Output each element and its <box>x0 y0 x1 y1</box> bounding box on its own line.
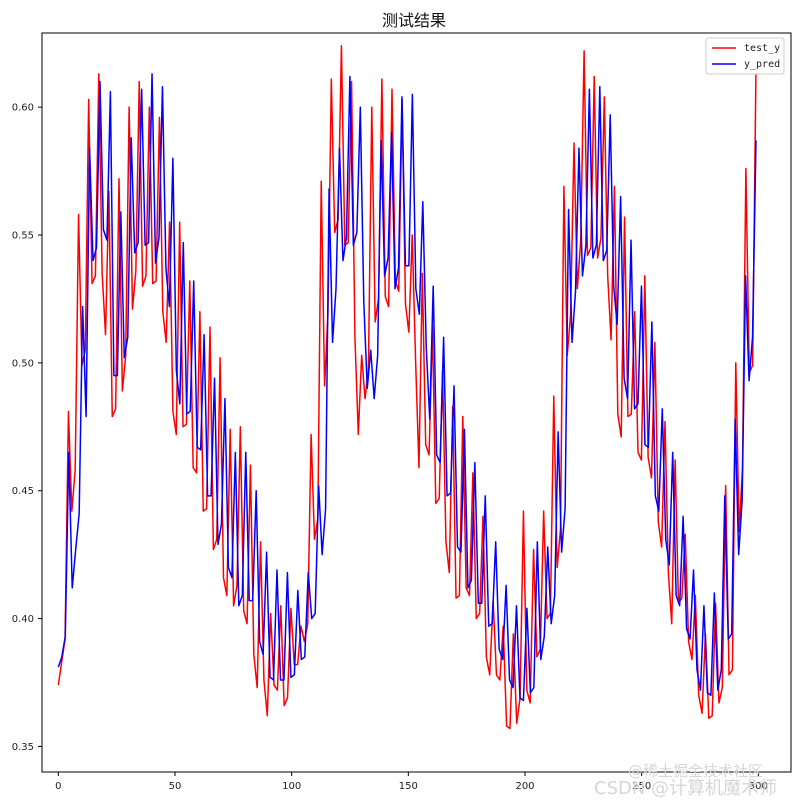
y-tick-label: 0.55 <box>12 231 34 242</box>
y-tick-label: 0.45 <box>12 486 34 497</box>
x-tick-label: 200 <box>515 781 534 792</box>
series-line-test-y <box>57 45 757 730</box>
legend: test_y y_pred <box>705 37 785 75</box>
y-tick-label: 0.50 <box>12 358 34 369</box>
watermark-line2: CSDN @计算机魔术师 <box>594 778 777 799</box>
series-line-y-pred <box>57 73 757 702</box>
legend-label-y-pred: y_pred <box>744 59 780 70</box>
series-layer <box>57 45 757 730</box>
x-tick-label: 150 <box>399 781 418 792</box>
x-tick-label: 50 <box>169 781 182 792</box>
legend-box <box>705 37 785 75</box>
watermark-line1: @稀土掘金技术社区 <box>628 762 763 780</box>
y-tick-label: 0.35 <box>12 742 34 753</box>
axis-layer: 0 50 100 150 200 250 300 0.35 0.40 0.45 0.50 0.55 0.… <box>12 103 768 792</box>
legend-label-test-y: test_y <box>744 43 780 54</box>
x-tick-label: 0 <box>55 781 61 792</box>
chart-title: 测试结果 <box>382 11 446 30</box>
plot-frame <box>41 32 792 773</box>
x-tick-label: 300 <box>749 781 768 792</box>
y-tick-label: 0.40 <box>12 614 34 625</box>
y-tick-label: 0.60 <box>12 103 34 114</box>
x-tick-label: 100 <box>282 781 301 792</box>
x-tick-label: 250 <box>632 781 651 792</box>
